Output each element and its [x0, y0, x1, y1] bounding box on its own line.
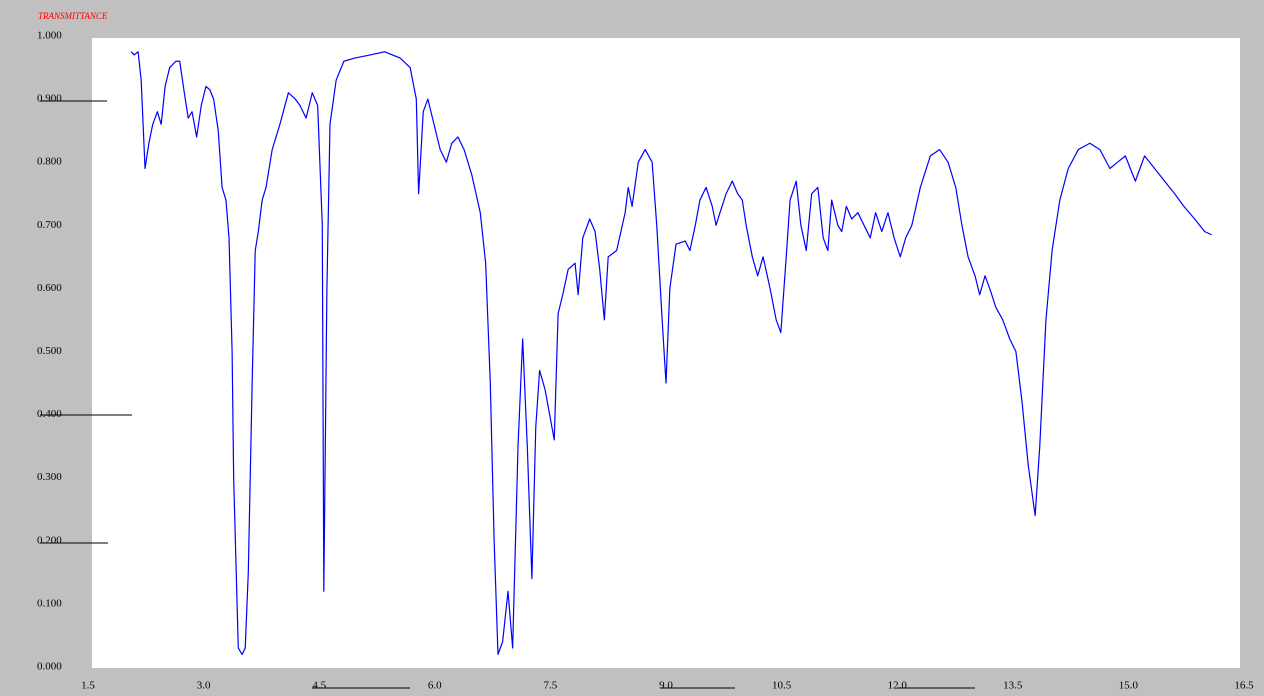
spectrum-line	[130, 51, 1212, 655]
y-tick-label: 0.400	[37, 408, 62, 420]
x-tick-label: 1.5	[81, 680, 95, 692]
x-tick-label: 10.5	[772, 680, 792, 692]
y-tick-label: 0.700	[37, 219, 62, 231]
x-tick-label: 15.0	[1119, 680, 1139, 692]
y-tick-label: 1.000	[37, 30, 62, 42]
y-tick-label: 0.200	[37, 534, 62, 546]
x-tick-label: 3.0	[197, 680, 211, 692]
x-tick-label: 9.0	[659, 680, 673, 692]
x-tick-label: 16.5	[1234, 680, 1254, 692]
x-tick-label: 7.5	[544, 680, 558, 692]
plot-area	[92, 38, 1240, 668]
x-tick-label: 13.5	[1003, 680, 1023, 692]
y-tick-label: 0.100	[37, 597, 62, 609]
x-tick-label: 6.0	[428, 680, 442, 692]
y-tick-label: 0.900	[37, 93, 62, 105]
y-tick-label: 0.800	[37, 156, 62, 168]
x-tick-label: 4.5	[312, 680, 326, 692]
y-tick-label: 0.300	[37, 471, 62, 483]
y-tick-label: 0.600	[37, 282, 62, 294]
chart-title: TRANSMITTANCE	[38, 11, 108, 21]
y-tick-label: 0.000	[37, 661, 62, 673]
x-tick-label: 12.0	[888, 680, 908, 692]
y-tick-label: 0.500	[37, 345, 62, 357]
